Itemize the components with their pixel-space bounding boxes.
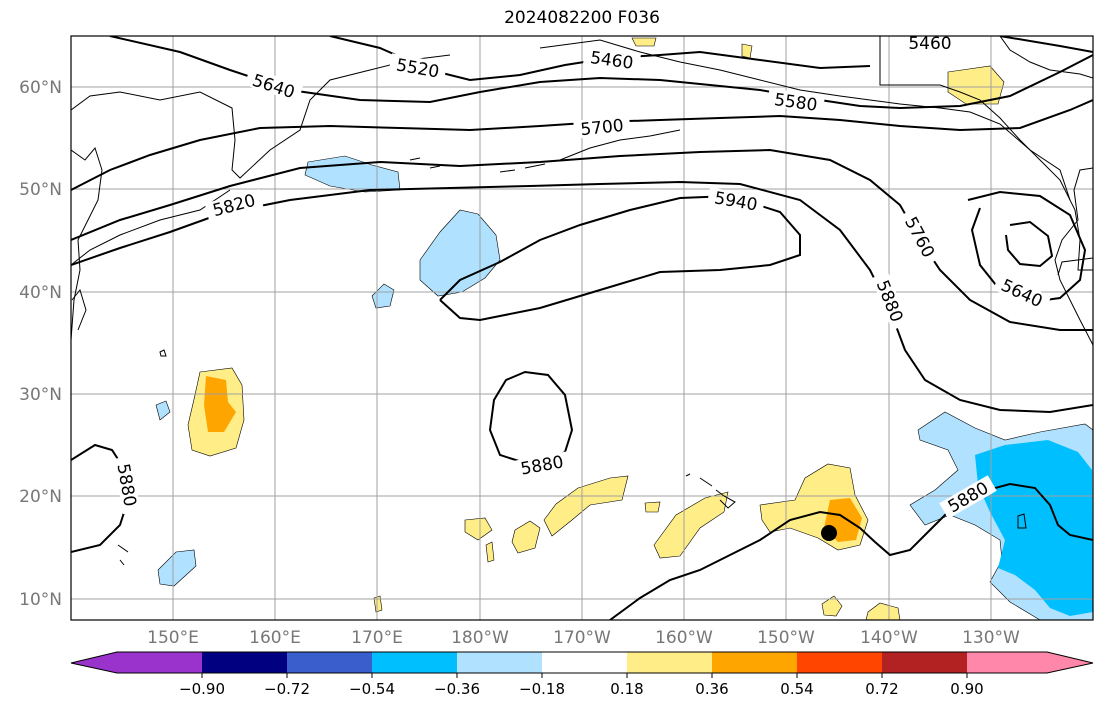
contour-label: 5460 [908, 34, 951, 54]
grid [71, 36, 1093, 620]
lon-label: 150°E [147, 628, 199, 648]
colorbar-extend-high [1047, 652, 1093, 673]
colorbar-tick-label: 0.72 [865, 680, 898, 698]
colorbar-tick-label: −0.72 [264, 680, 310, 698]
colorbar: −0.90 −0.72 −0.54 −0.36 −0.18 0.18 0.36 … [70, 651, 1094, 698]
colorbar-tick-label: −0.36 [434, 680, 480, 698]
colorbar-tick-label: 0.36 [695, 680, 728, 698]
longitude-labels: 150°E 160°E 170°E 180°W 170°W 160°W 150°… [147, 628, 1020, 648]
lon-label: 170°W [553, 628, 611, 648]
lat-label: 40°N [19, 283, 62, 303]
lon-label: 150°W [757, 628, 815, 648]
lon-label: 160°W [655, 628, 713, 648]
lat-label: 20°N [19, 487, 62, 507]
colorbar-tick-label: 0.18 [610, 680, 643, 698]
map-title: 2024082200 F036 [504, 8, 660, 28]
colorbar-tick-label: −0.90 [179, 680, 225, 698]
colorbar-tick-label: −0.18 [519, 680, 565, 698]
latitude-labels: 60°N 50°N 40°N 30°N 20°N 10°N [19, 78, 62, 610]
colorbar-extend-low [71, 652, 117, 673]
location-marker [821, 525, 837, 541]
map-frame [70, 35, 1094, 621]
lat-label: 60°N [19, 78, 62, 98]
lon-label: 130°W [962, 628, 1020, 648]
colorbar-tick-label: −0.54 [349, 680, 395, 698]
lon-label: 180°W [451, 628, 509, 648]
lon-label: 170°E [351, 628, 403, 648]
colorbar-tick-label: 0.54 [780, 680, 813, 698]
lat-label: 30°N [19, 385, 62, 405]
contour-label: 5700 [580, 116, 625, 140]
lat-label: 10°N [19, 590, 62, 610]
colorbar-tick-label: 0.90 [950, 680, 983, 698]
lat-label: 50°N [19, 180, 62, 200]
lon-label: 160°E [249, 628, 301, 648]
lon-label: 140°W [860, 628, 918, 648]
